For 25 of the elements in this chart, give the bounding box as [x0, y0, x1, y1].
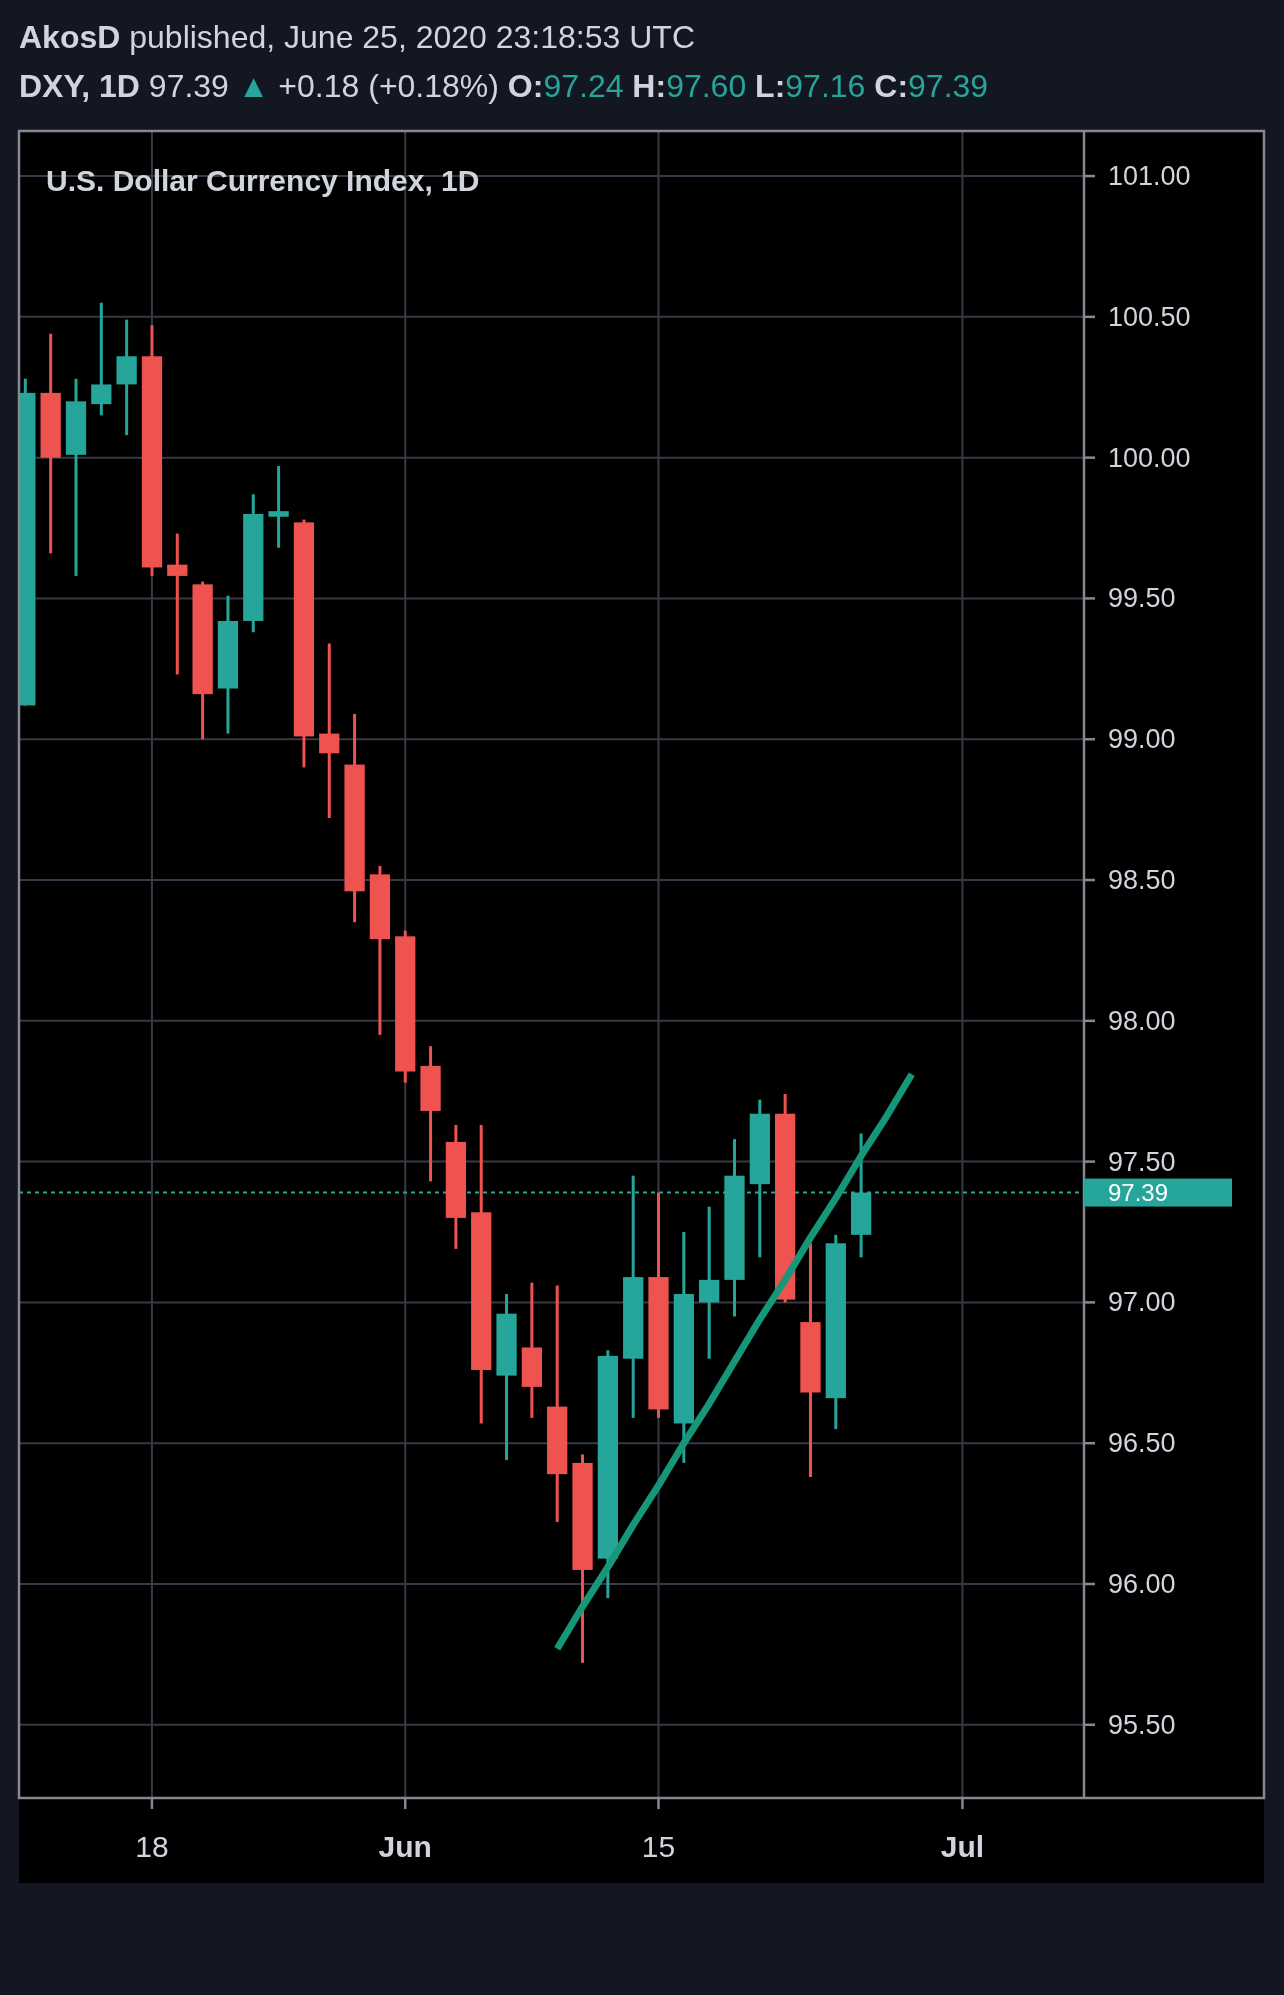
candlestick — [91, 301, 112, 416]
candlestick — [699, 1206, 720, 1359]
candlestick — [167, 533, 188, 675]
y-tick-label: 99.50 — [1108, 583, 1176, 614]
y-tick-label: 97.50 — [1108, 1146, 1176, 1177]
y-tick-label: 100.00 — [1108, 442, 1191, 473]
y-tick-label: 95.50 — [1108, 1709, 1176, 1740]
ref-line-label: 97.39 — [1108, 1179, 1169, 1207]
candlestick — [268, 466, 289, 548]
text: U.S. Dollar Currency Index, 1D — [46, 164, 480, 197]
y-tick-label: 98.50 — [1108, 865, 1176, 896]
y-tick-label: 97.00 — [1108, 1287, 1176, 1318]
y-tick-label: 96.00 — [1108, 1568, 1176, 1599]
text: DXY, 1D 97.39 ▲ +0.18 (+0.18%) O:97.24 H:97.60 L:97.16 C:97.39 — [19, 68, 989, 104]
x-tick-label: 18 — [135, 1829, 169, 1863]
y-tick-label: 101.00 — [1108, 161, 1191, 192]
y-tick-label: 99.00 — [1108, 724, 1176, 755]
x-tick-label: Jun — [378, 1829, 432, 1863]
y-tick-label: 100.50 — [1108, 301, 1191, 332]
candlestick — [319, 643, 340, 820]
y-tick-label: 98.00 — [1108, 1005, 1176, 1036]
x-tick-label: 15 — [641, 1829, 676, 1863]
y-tick-label: 96.50 — [1108, 1428, 1176, 1459]
text: AkosD published, June 25, 2020 23:18:53 UTC — [19, 19, 695, 55]
x-tick-label: Jul — [940, 1829, 985, 1863]
